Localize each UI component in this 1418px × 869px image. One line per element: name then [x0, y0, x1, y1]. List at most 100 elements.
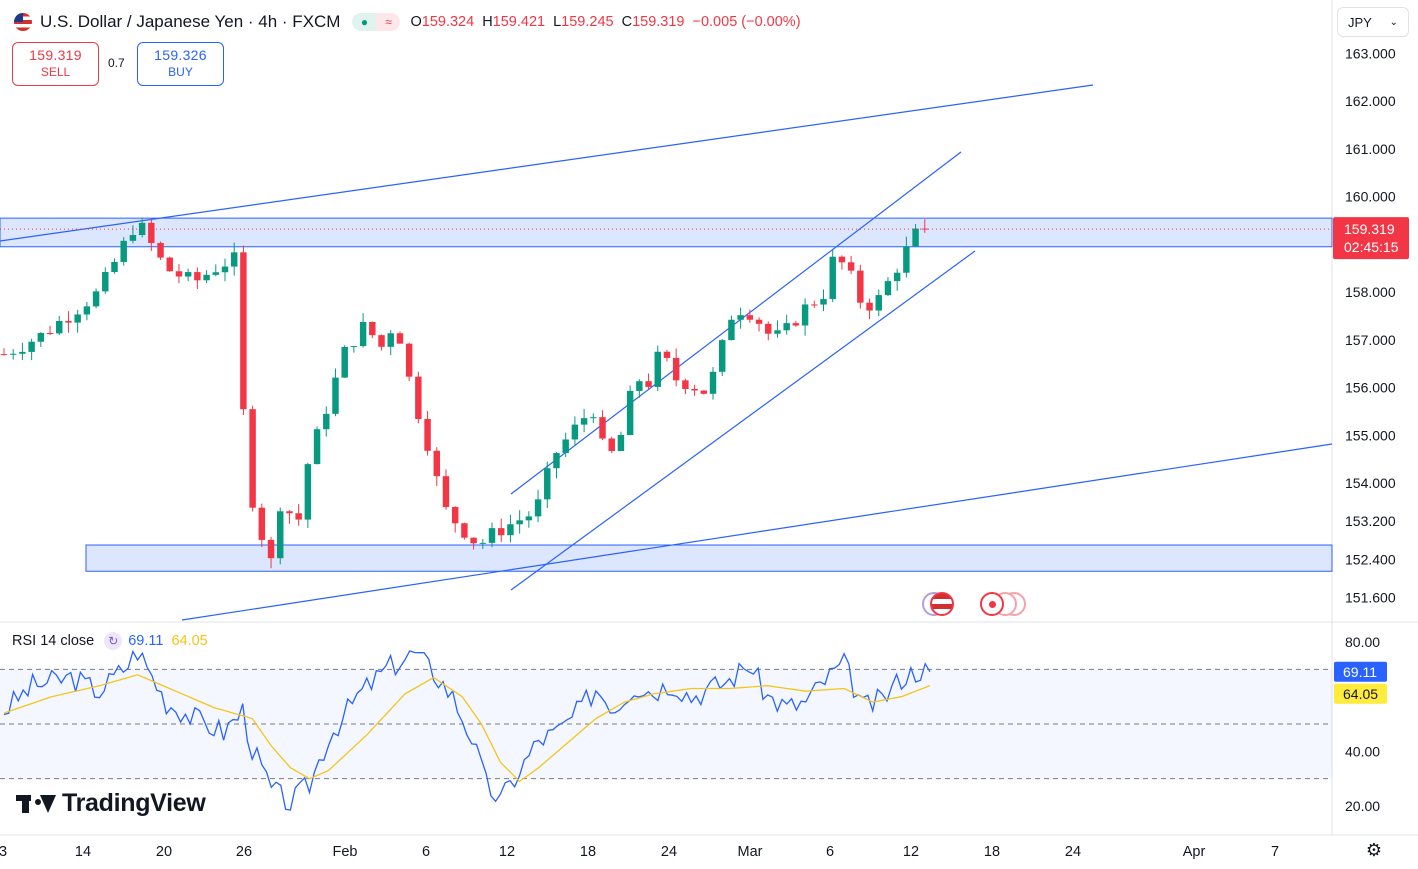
time-tick-label: 14 — [75, 844, 91, 860]
price-tick-label: 162.000 — [1345, 93, 1396, 109]
candle-body — [249, 409, 256, 508]
candle-body — [534, 499, 542, 517]
candle-body — [884, 281, 892, 296]
jp-event-icon[interactable] — [980, 592, 1004, 616]
candle-body — [672, 357, 680, 381]
candle-body — [580, 418, 588, 425]
candle-body — [479, 542, 487, 544]
candle-body — [553, 452, 560, 469]
candle-body — [562, 439, 569, 453]
time-tick-label: 12 — [903, 844, 919, 860]
sell-button[interactable]: 159.319 SELL — [12, 42, 99, 86]
candle-body — [608, 438, 615, 452]
buy-label: BUY — [168, 65, 193, 79]
candle-body — [718, 340, 726, 372]
us-event-icon[interactable] — [930, 592, 954, 616]
candle-body — [461, 523, 468, 538]
price-tick-label: 157.000 — [1345, 332, 1396, 348]
candle-body — [893, 272, 901, 282]
price-tick-label: 155.000 — [1345, 427, 1396, 443]
candle-body — [728, 319, 735, 341]
candle-body — [829, 256, 836, 300]
candle-body — [267, 539, 275, 559]
candle-body — [700, 390, 708, 394]
ohlc-close: C159.319 — [621, 14, 685, 30]
chevron-down-icon: ⌄ — [1389, 17, 1398, 28]
candle-body — [470, 537, 477, 544]
candle-body — [451, 507, 459, 524]
candle-body — [175, 271, 183, 277]
rsi-line — [3, 649, 931, 811]
rsi-tick-label: 20.00 — [1345, 798, 1380, 814]
time-tick-label: 6 — [826, 844, 834, 860]
rising-channel-bottom — [510, 250, 976, 591]
candle-body — [313, 429, 321, 465]
rsi-tick-label: 80.00 — [1345, 634, 1380, 650]
price-tick-label: 152.400 — [1345, 551, 1396, 567]
market-status-pill[interactable]: ● ≈ — [352, 13, 401, 31]
ohlc-low: L159.245 — [553, 14, 614, 30]
rsi-ma-badge — [1334, 683, 1387, 704]
candle-body — [866, 302, 873, 311]
candle-body — [19, 351, 26, 354]
candle-body — [157, 242, 164, 258]
sell-price: 159.319 — [29, 47, 82, 63]
ohlc-high: H159.421 — [482, 14, 546, 30]
candle-body — [820, 299, 827, 305]
price-tick-label: 158.000 — [1345, 284, 1396, 300]
refresh-icon[interactable]: ↻ — [104, 632, 123, 650]
rsi-legend-value: 69.11 — [128, 633, 164, 649]
time-tick-label: 26 — [236, 844, 252, 860]
candle-body — [442, 476, 450, 508]
rsi-ma-legend-value: 64.05 — [171, 633, 208, 649]
candle-body — [111, 261, 118, 272]
candle-body — [148, 222, 155, 243]
candle-body — [240, 252, 247, 410]
candle-body — [286, 511, 293, 514]
time-tick-label: 6 — [422, 844, 430, 860]
resistance-zone — [0, 217, 1333, 248]
wave-icon: ≈ — [376, 13, 401, 31]
time-tick-label: Mar — [738, 844, 763, 860]
last-price-badge — [1333, 217, 1409, 260]
currency-select[interactable]: JPY ⌄ — [1337, 7, 1409, 37]
price-tick-label: 160.000 — [1345, 189, 1396, 205]
rsi-value-badge — [1334, 661, 1387, 682]
candle-body — [488, 528, 496, 543]
candle-body — [258, 507, 266, 540]
countdown-label: 02:45:15 — [1344, 239, 1399, 255]
candle-body — [184, 272, 192, 277]
candle-body — [645, 381, 652, 387]
candle-body — [792, 323, 800, 326]
price-tick-label: 161.000 — [1345, 141, 1396, 157]
settings-gear-icon[interactable]: ⚙ — [1365, 840, 1383, 860]
buy-button[interactable]: 159.326 BUY — [137, 42, 224, 86]
candle-body — [378, 335, 385, 347]
time-tick-label: 18 — [580, 844, 596, 860]
time-tick-label: 12 — [499, 844, 515, 860]
rising-channel-top — [510, 151, 962, 495]
candle-body — [396, 333, 404, 344]
candle-body — [0, 354, 8, 356]
rsi-tick-label: 40.00 — [1345, 743, 1380, 759]
candle-body — [755, 319, 763, 324]
candle-body — [350, 346, 358, 348]
upper-channel-line — [0, 84, 1094, 242]
rsi-ma-value-label: 64.05 — [1343, 686, 1378, 702]
candle-body — [599, 417, 606, 439]
candle-body — [433, 450, 440, 477]
candle-body — [783, 323, 790, 331]
candle-body — [663, 351, 671, 358]
candle-body — [507, 524, 514, 536]
candle-body — [194, 272, 201, 281]
time-tick-label: 7 — [1271, 844, 1279, 860]
candle-body — [166, 257, 173, 272]
symbol-header[interactable]: U.S. Dollar / Japanese Yen · 4h · FXCM ●… — [14, 10, 801, 34]
price-tick-label: 153.200 — [1345, 513, 1396, 529]
time-tick-label: 24 — [661, 844, 677, 860]
candle-body — [295, 513, 302, 520]
candle-body — [129, 235, 137, 241]
rsi-legend[interactable]: RSI 14 close ↻ 69.11 64.05 — [12, 632, 208, 650]
time-tick-label: 18 — [984, 844, 1000, 860]
